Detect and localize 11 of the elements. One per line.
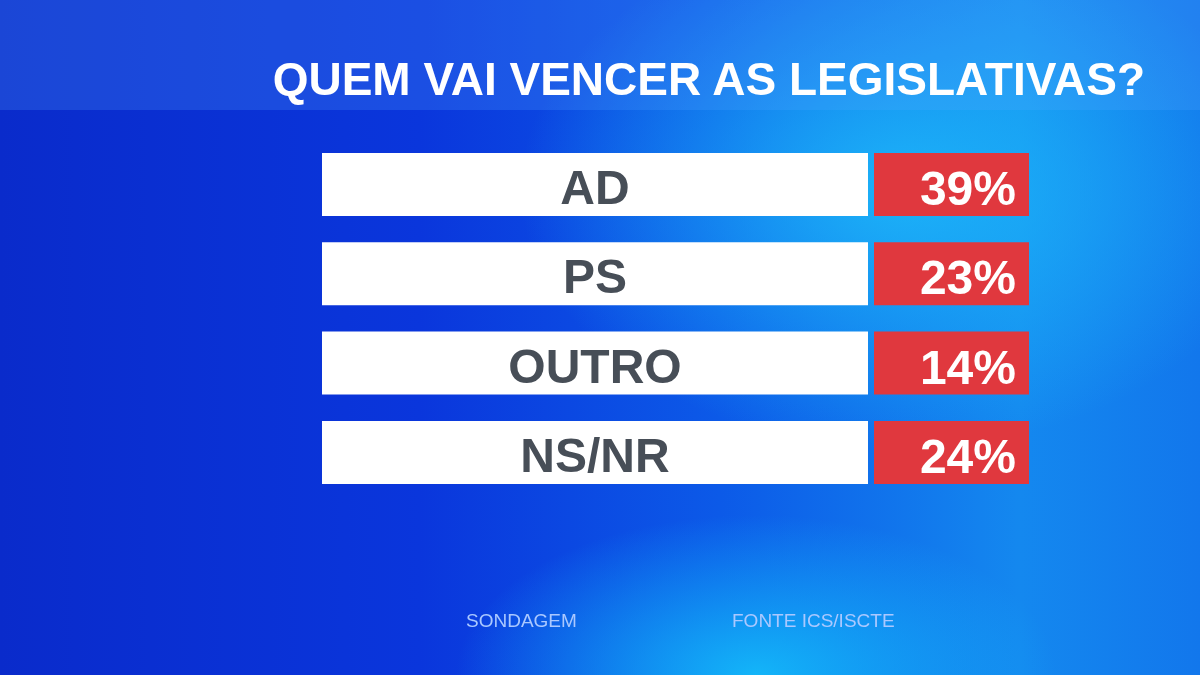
category-label: AD [560, 161, 630, 214]
source-note: FONTE ICS/ISCTE [732, 610, 895, 631]
text: QUEM VAI VENCER AS LEGISLATIVAS? [272, 53, 1145, 105]
category-label: OUTRO [508, 339, 682, 393]
data-label: 24% [919, 429, 1016, 483]
text: SONDAGEM [466, 610, 577, 631]
data-label: 39% [919, 162, 1016, 215]
data-label: 14% [919, 340, 1016, 394]
category-label: PS [562, 250, 628, 304]
category-label: NS/NR [520, 428, 670, 482]
data-label: 23% [919, 251, 1016, 305]
